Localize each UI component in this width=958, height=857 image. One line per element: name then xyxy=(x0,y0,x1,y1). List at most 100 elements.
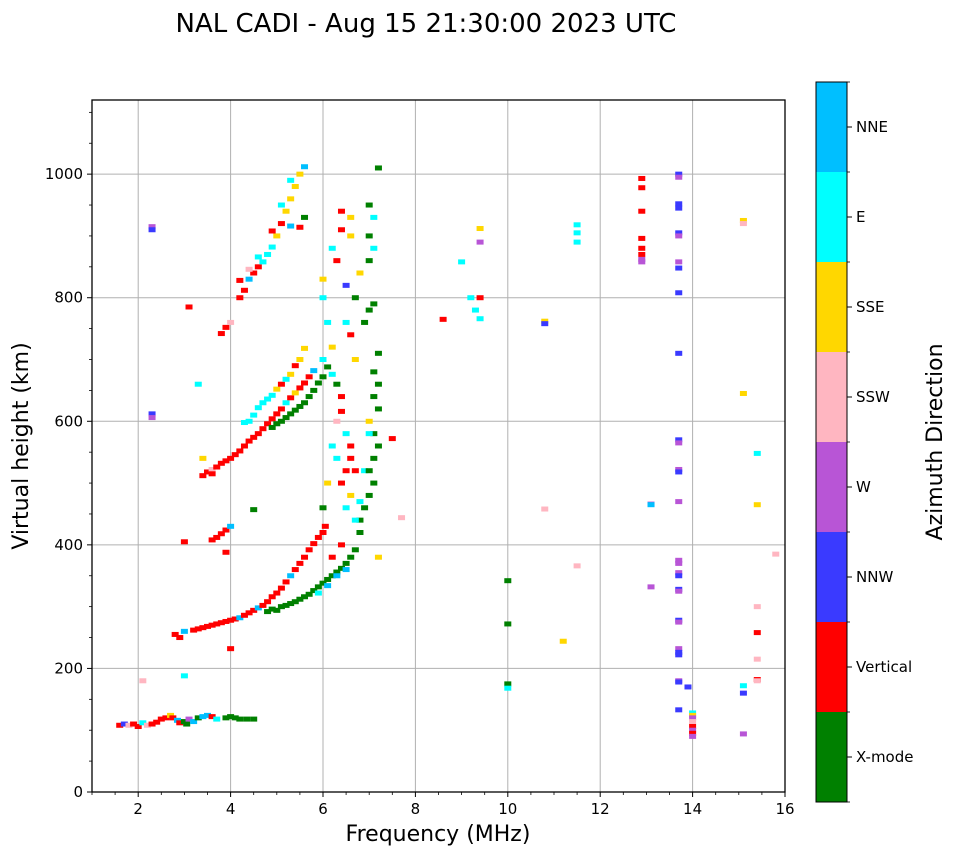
echo-point xyxy=(333,418,341,424)
echo-point xyxy=(370,214,378,220)
echo-point xyxy=(753,678,761,684)
echo-point xyxy=(753,450,761,456)
echo-point xyxy=(222,527,230,533)
echo-point xyxy=(342,319,350,325)
echo-point xyxy=(342,282,350,288)
echo-point xyxy=(130,721,138,727)
echo-point xyxy=(324,364,332,370)
echo-point xyxy=(647,584,655,590)
echo-point xyxy=(208,714,216,720)
echo-point xyxy=(739,731,747,737)
echo-point xyxy=(213,534,221,540)
echo-point xyxy=(208,471,216,477)
echo-point xyxy=(277,604,285,610)
echo-point xyxy=(342,505,350,511)
echo-point xyxy=(324,583,332,589)
echo-point xyxy=(370,455,378,461)
echo-point xyxy=(254,264,262,270)
echo-point xyxy=(291,390,299,396)
echo-point xyxy=(573,563,581,569)
echo-point xyxy=(351,468,359,474)
echo-point xyxy=(365,431,373,437)
echo-point xyxy=(227,714,235,720)
echo-point xyxy=(370,480,378,486)
echo-point xyxy=(319,530,327,535)
echo-point xyxy=(319,357,327,362)
echo-point xyxy=(675,573,683,579)
echo-point xyxy=(259,400,267,406)
echo-point xyxy=(314,590,322,596)
echo-point xyxy=(282,602,290,608)
echo-point xyxy=(361,468,369,474)
echo-point xyxy=(638,259,646,265)
echo-point xyxy=(222,324,230,330)
echo-point xyxy=(162,715,170,721)
echo-point xyxy=(287,223,295,229)
x-tick-label: 14 xyxy=(683,800,702,818)
echo-point xyxy=(250,434,258,440)
echo-point xyxy=(321,523,329,529)
echo-point xyxy=(471,307,479,313)
echo-point xyxy=(301,554,309,560)
echo-point xyxy=(222,618,230,624)
echo-point xyxy=(476,316,484,322)
echo-point xyxy=(227,646,235,652)
echo-point xyxy=(180,673,188,679)
echo-point xyxy=(573,222,581,228)
x-axis-label: Frequency (MHz) xyxy=(346,822,531,847)
echo-point xyxy=(333,258,341,264)
echo-point xyxy=(675,469,683,475)
echo-point xyxy=(236,277,244,283)
echo-point xyxy=(772,551,780,557)
echo-point xyxy=(328,344,336,350)
echo-point xyxy=(250,507,258,513)
x-axis-ticks: 2 4 6 8 10 12 14 16 xyxy=(91,792,795,818)
chart-title: NAL CADI - Aug 15 21:30:00 2023 UTC xyxy=(176,9,677,39)
echo-point xyxy=(365,492,373,498)
echo-point xyxy=(277,221,285,227)
y-tick-label: 200 xyxy=(54,659,83,677)
echo-point xyxy=(347,492,355,498)
echo-marks xyxy=(116,164,780,739)
echo-point xyxy=(476,239,484,245)
echo-point xyxy=(254,405,262,411)
y-tick-label: 0 xyxy=(73,783,83,801)
echo-point xyxy=(236,716,244,722)
echo-point xyxy=(324,319,332,325)
echo-point xyxy=(504,578,512,584)
echo-point xyxy=(291,567,299,573)
x-tick-label: 12 xyxy=(591,800,610,818)
echo-point xyxy=(342,560,350,566)
echo-point xyxy=(180,539,188,545)
echo-point xyxy=(310,588,318,594)
echo-point xyxy=(328,245,336,251)
echo-point xyxy=(689,730,697,736)
echo-point xyxy=(273,421,281,427)
echo-point xyxy=(296,171,304,177)
colorbar-tick-label: X-mode xyxy=(856,748,913,766)
echo-point xyxy=(273,386,281,392)
echo-point xyxy=(347,214,355,220)
echo-point xyxy=(208,622,216,628)
echo-point xyxy=(305,374,313,380)
y-tick-label: 1000 xyxy=(45,165,83,183)
echo-point xyxy=(296,385,304,391)
echo-point xyxy=(227,617,235,623)
echo-point xyxy=(374,350,382,356)
echo-point xyxy=(675,570,683,576)
echo-point xyxy=(370,301,378,307)
echo-point xyxy=(213,716,221,722)
echo-point xyxy=(120,721,128,727)
echo-point xyxy=(684,684,692,690)
echo-point xyxy=(314,534,322,540)
echo-point xyxy=(753,656,761,662)
echo-point xyxy=(148,224,156,230)
echo-point xyxy=(153,719,161,725)
colorbar-segment xyxy=(816,712,847,802)
echo-point xyxy=(204,623,211,629)
echo-point xyxy=(365,307,373,313)
colorbar-tick-label: E xyxy=(856,208,865,226)
echo-point xyxy=(148,415,156,421)
echo-point xyxy=(675,707,683,713)
